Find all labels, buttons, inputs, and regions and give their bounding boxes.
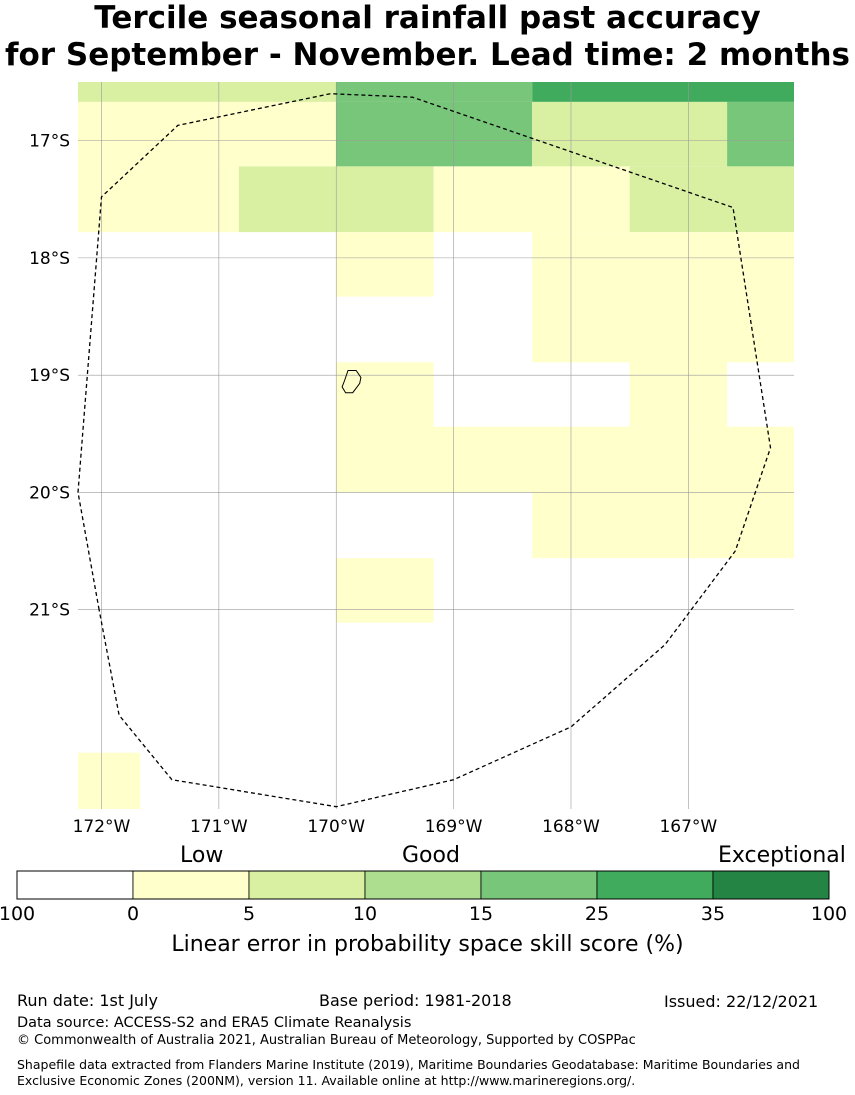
- skill-cell-12: [532, 232, 794, 363]
- skill-cell-11: [336, 232, 434, 297]
- x-tick-label-2: 170°W: [307, 817, 365, 837]
- gridlines: [78, 82, 794, 809]
- colorbar-category-exceptional: Exceptional: [718, 843, 846, 868]
- colorbar-segment-5: [596, 870, 714, 900]
- skill-cell-6: [727, 101, 794, 167]
- chart-title: Tercile seasonal rainfall past accuracy …: [0, 0, 855, 74]
- y-tick-label-3: 20°S: [29, 483, 70, 503]
- chart-title-line-1: Tercile seasonal rainfall past accuracy: [94, 0, 761, 36]
- colorbar: [16, 870, 830, 900]
- colorbar-segment-4: [480, 870, 598, 900]
- y-tick-label-4: 21°S: [29, 601, 70, 621]
- colorbar-segment-3: [364, 870, 482, 900]
- y-tick-labels: 17°S 18°S 19°S 20°S 21°S: [29, 132, 70, 621]
- eez-boundary: [77, 93, 772, 808]
- colorbar-category-low: Low: [180, 843, 224, 868]
- skill-cell-13: [336, 362, 434, 427]
- colorbar-frame: [16, 870, 830, 900]
- skill-cell-0: [78, 82, 337, 102]
- y-tick-label-2: 19°S: [29, 366, 70, 386]
- chart-title-line-2: for September - November. Lead time: 2 m…: [5, 37, 850, 73]
- skill-cell-3: [78, 101, 337, 167]
- skill-cell-4: [336, 101, 533, 167]
- x-tick-labels: 172°W 171°W 170°W 169°W 168°W 167°W: [73, 817, 718, 837]
- colorbar-tick-7: 100: [810, 903, 848, 925]
- issued-date: Issued: 22/12/2021: [664, 992, 819, 1011]
- skill-cell-1: [336, 82, 533, 102]
- y-tick-label-0: 17°S: [29, 132, 70, 152]
- skill-cell-5: [532, 101, 727, 167]
- skill-cell-17: [336, 558, 434, 623]
- colorbar-tick-4: 15: [468, 903, 494, 925]
- skill-cell-2: [532, 82, 794, 102]
- colorbar-segment-2: [248, 870, 366, 900]
- skill-cell-15: [336, 426, 794, 493]
- x-tick-label-1: 171°W: [190, 817, 248, 837]
- skill-cell-9: [433, 166, 630, 233]
- colorbar-segment-1: [132, 870, 250, 900]
- skill-cell-7: [78, 166, 239, 233]
- copyright-notice: © Commonwealth of Australia 2021, Austra…: [17, 1033, 636, 1048]
- shapefile-credit: Shapefile data extracted from Flanders M…: [17, 1057, 800, 1088]
- colorbar-segment-6: [712, 870, 830, 900]
- skill-cells: [78, 82, 794, 809]
- x-tick-label-3: 169°W: [425, 817, 483, 837]
- colorbar-tick-3: 10: [352, 903, 378, 925]
- x-tick-label-0: 172°W: [73, 817, 131, 837]
- data-source: Data source: ACCESS-S2 and ERA5 Climate …: [17, 1015, 412, 1031]
- y-tick-label-1: 18°S: [29, 249, 70, 269]
- skill-cell-10: [629, 166, 794, 233]
- skill-cell-18: [78, 752, 141, 809]
- colorbar-label: Linear error in probability space skill …: [171, 932, 684, 957]
- skill-cell-16: [532, 492, 794, 559]
- colorbar-tick-6: 35: [700, 903, 726, 925]
- colorbar-segment-0: [16, 870, 134, 900]
- colorbar-tick-2: 5: [242, 903, 256, 925]
- colorbar-tick-0: 100: [0, 903, 36, 925]
- colorbar-category-good: Good: [402, 843, 460, 868]
- x-tick-label-5: 167°W: [659, 817, 717, 837]
- colorbar-tick-5: 25: [584, 903, 610, 925]
- x-tick-label-4: 168°W: [542, 817, 600, 837]
- colorbar-tick-1: 0: [126, 903, 140, 925]
- base-period: Base period: 1981-2018: [319, 991, 512, 1010]
- skill-cell-14: [629, 362, 728, 427]
- run-date: Run date: 1st July: [17, 991, 158, 1010]
- island-outline: [341, 370, 362, 394]
